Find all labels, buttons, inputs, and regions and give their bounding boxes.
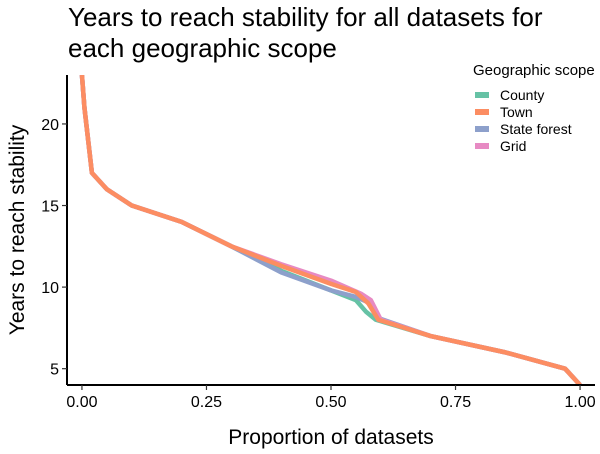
y-axis-ticks: 5 10 15 20 [41,117,67,379]
legend-background [464,58,600,158]
legend-label-county: County [500,87,544,103]
chart-title-line-1: Years to reach stability for all dataset… [68,2,543,32]
x-tick-label: 1.00 [564,394,595,411]
x-tick-label: 0.00 [66,394,97,411]
legend-label-grid: Grid [500,138,526,154]
y-axis-title: Years to reach stability [6,124,29,335]
plot-lines [79,75,582,385]
y-tick-label: 5 [50,362,59,379]
chart-title-line-2: each geographic scope [68,33,337,63]
y-tick-label: 10 [41,280,59,297]
legend-key-town [475,109,489,115]
x-axis-ticks: 0.00 0.25 0.50 0.75 1.00 [66,385,596,411]
y-tick-label: 15 [41,199,59,216]
legend-key-state-forest [475,126,489,132]
x-tick-label: 0.25 [191,394,222,411]
series-line-town [79,75,582,385]
x-tick-label: 0.75 [440,394,471,411]
legend-label-town: Town [500,104,533,120]
legend-key-county [475,92,489,98]
x-tick-label: 0.50 [315,394,346,411]
legend-key-grid [475,143,489,149]
legend-label-state-forest: State forest [500,121,572,137]
legend-title: Geographic scope [473,62,595,79]
y-tick-label: 20 [41,117,59,134]
x-axis-title: Proportion of datasets [228,426,433,449]
